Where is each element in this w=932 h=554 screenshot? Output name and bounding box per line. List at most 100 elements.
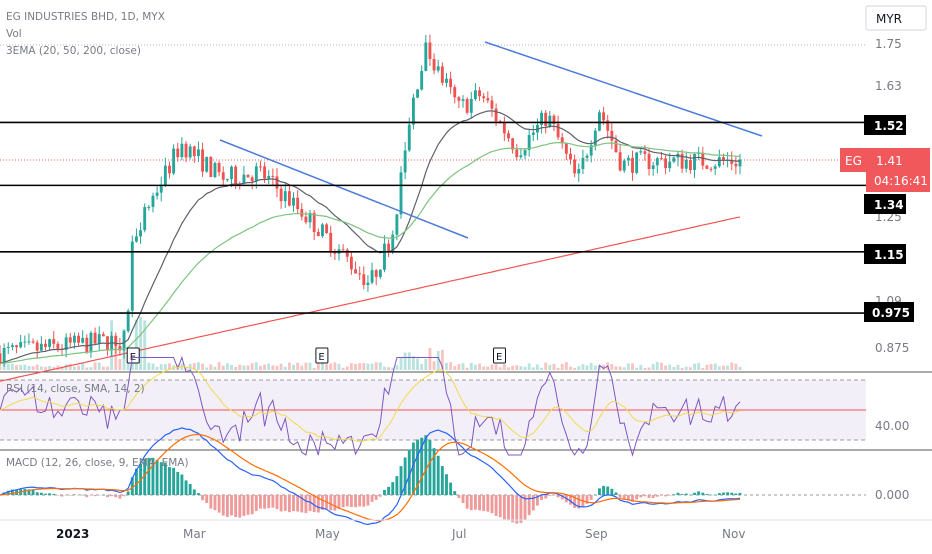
trendline-2[interactable] (484, 41, 763, 137)
macd-histogram-bar (85, 495, 89, 498)
candle-body (511, 138, 515, 150)
candle-body (329, 232, 333, 252)
candle-body (465, 99, 469, 113)
volume-bar (275, 365, 279, 370)
candle-body (89, 332, 93, 353)
volume-bar (370, 363, 374, 370)
macd-histogram-bar (349, 495, 353, 508)
candle-body (279, 188, 283, 202)
macd-histogram-bar (192, 489, 196, 495)
volume-bar (358, 363, 362, 370)
candle-body (97, 334, 101, 344)
currency-selector[interactable] (865, 5, 927, 31)
volume-bar (722, 365, 725, 370)
macd-histogram-bar (304, 495, 308, 514)
volume-bar (35, 364, 39, 370)
candle-body (399, 172, 403, 215)
volume-bar (515, 365, 519, 370)
candle-body (0, 353, 2, 364)
candle-body (230, 166, 233, 180)
volume-bar (672, 366, 676, 370)
volume-bar (680, 367, 684, 370)
volume-bar (316, 363, 320, 370)
time-label: Mar (183, 527, 206, 541)
volume-bar (250, 363, 254, 370)
candle-body (259, 166, 262, 168)
macd-histogram-bar (259, 495, 262, 509)
candle-body (395, 214, 399, 235)
level-label: 0.975 (872, 306, 910, 320)
volume-bar (697, 362, 701, 370)
chart-title: EG INDUSTRIES BHD, 1D, MYX (6, 11, 165, 23)
candle-body (738, 159, 742, 167)
macd-histogram-bar (428, 439, 432, 495)
volume-bar (143, 320, 147, 370)
volume-bar (511, 365, 515, 370)
macd-histogram-bar (271, 495, 275, 508)
volume-bar (684, 366, 688, 370)
volume-bar (709, 364, 713, 370)
trendline-1[interactable] (219, 139, 469, 239)
volume-bar (486, 366, 490, 370)
candle-body (304, 216, 308, 223)
candle-body (416, 89, 419, 98)
candle-body (221, 172, 225, 180)
candle-body (118, 345, 122, 351)
candle-body (366, 282, 370, 286)
macd-histogram-bar (118, 495, 122, 499)
candle-body (168, 165, 171, 174)
axis-tick: 1.75 (875, 37, 902, 51)
macd-histogram-bar (440, 466, 444, 495)
candle-body (436, 66, 440, 71)
macd-histogram-bar (143, 458, 147, 495)
macd-histogram-bar (134, 468, 138, 495)
macd-histogram-bar (730, 492, 734, 495)
candle-body (486, 98, 490, 101)
vol-label: Vol (6, 28, 22, 40)
candle-body (188, 146, 192, 158)
candle-body (684, 160, 688, 169)
volume-bar (622, 367, 626, 370)
macd-histogram-bar (598, 488, 601, 495)
volume-bar (114, 337, 118, 370)
macd-histogram-bar (544, 495, 548, 499)
candle-body (209, 156, 213, 178)
macd-histogram-bar (589, 495, 593, 500)
volume-bar (395, 365, 399, 370)
candle-body (184, 143, 188, 158)
candle-body (490, 100, 494, 109)
ema-20-line (0, 110, 741, 365)
volume-bar (362, 363, 366, 370)
earnings-marker (315, 347, 329, 364)
volume-bar (540, 367, 544, 370)
candle-body (15, 345, 18, 348)
volume-bar (593, 365, 597, 370)
candle-body (680, 153, 684, 169)
candle-body (387, 243, 391, 253)
volume-bar (639, 364, 643, 370)
macd-histogram-bar (68, 495, 72, 496)
volume-bar (478, 363, 481, 370)
macd-histogram-bar (48, 493, 52, 495)
candle-body (709, 168, 713, 170)
ema-label: 3EMA (20, 50, 200, close) (6, 45, 141, 57)
macd-histogram-bar (593, 494, 597, 496)
macd-histogram-bar (321, 495, 324, 510)
macd-line (0, 427, 741, 526)
macd-histogram-bar (366, 495, 370, 506)
volume-bar (660, 362, 663, 370)
volume-bar (527, 363, 531, 370)
candle-body (519, 155, 523, 158)
candle-body (72, 335, 76, 343)
candle-body (225, 179, 229, 181)
volume-bar (664, 365, 668, 370)
candle-body (540, 112, 544, 125)
macd-histogram-bar (424, 435, 428, 495)
volume-bar (56, 365, 60, 370)
macd-histogram-bar (97, 495, 101, 496)
macd-histogram-bar (155, 459, 159, 495)
macd-histogram-bar (602, 485, 606, 495)
volume-bar (130, 358, 134, 370)
